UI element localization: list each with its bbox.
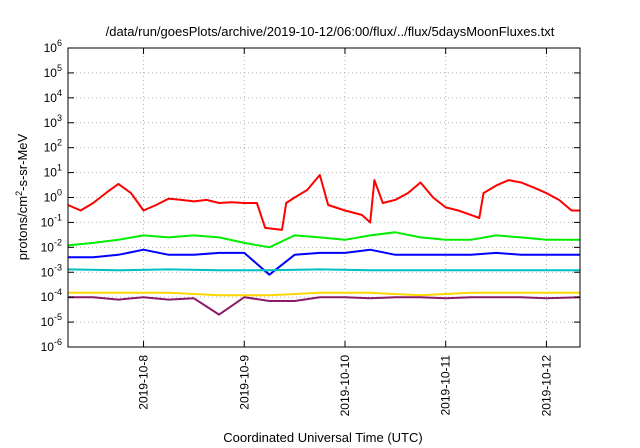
series-line-3 [68,248,580,276]
y-tick-label: 106 [44,38,62,55]
y-tick-label: 10-2 [41,237,62,254]
y-tick-label: 105 [44,63,62,80]
y-label-suffix: -s-sr-MeV [15,133,30,190]
chart-title: /data/run/goesPlots/archive/2019-10-12/0… [106,24,555,39]
x-tick-label: 2019-10-11 [439,355,453,416]
y-axis: 10-6 10-5 10-4 10-3 10-2 10-1 100 101 102 103 104 1… [41,38,580,354]
y-label-prefix: protons/cm [15,196,30,260]
y-tick-label: 10-4 [41,287,62,304]
x-axis-label: Coordinated Universal Time (UTC) [223,430,422,445]
x-tick-label: 2019-10-9 [237,355,251,410]
series-line-1 [67,174,580,231]
series-line-6 [68,296,581,316]
y-tick-label: 10-5 [41,312,62,329]
y-tick-label: 103 [44,113,62,130]
y-axis-label: protons/cm2-s-sr-MeV [14,133,30,260]
y-tick-label: 10-6 [41,337,62,354]
y-tick-label: 101 [44,163,62,180]
x-tick-label: 2019-10-10 [338,355,352,417]
y-tick-label: 100 [44,188,62,205]
y-tick-label: 10-1 [41,212,62,229]
x-tick-label: 2019-10-12 [539,355,553,417]
y-label-sup: 2 [14,191,24,196]
y-tick-label: 10-3 [41,262,62,279]
grid-lines [68,48,580,347]
y-tick-label: 104 [44,88,62,105]
x-tick-label: 2019-10-8 [137,355,151,410]
series-line-2 [67,231,580,249]
series-layer [67,174,581,316]
series-line-5 [68,291,580,297]
y-tick-label: 102 [44,138,62,155]
series-line-4 [67,268,580,272]
x-axis: 2019-10-8 2019-10-9 2019-10-10 2019-10-11 20… [137,48,553,417]
